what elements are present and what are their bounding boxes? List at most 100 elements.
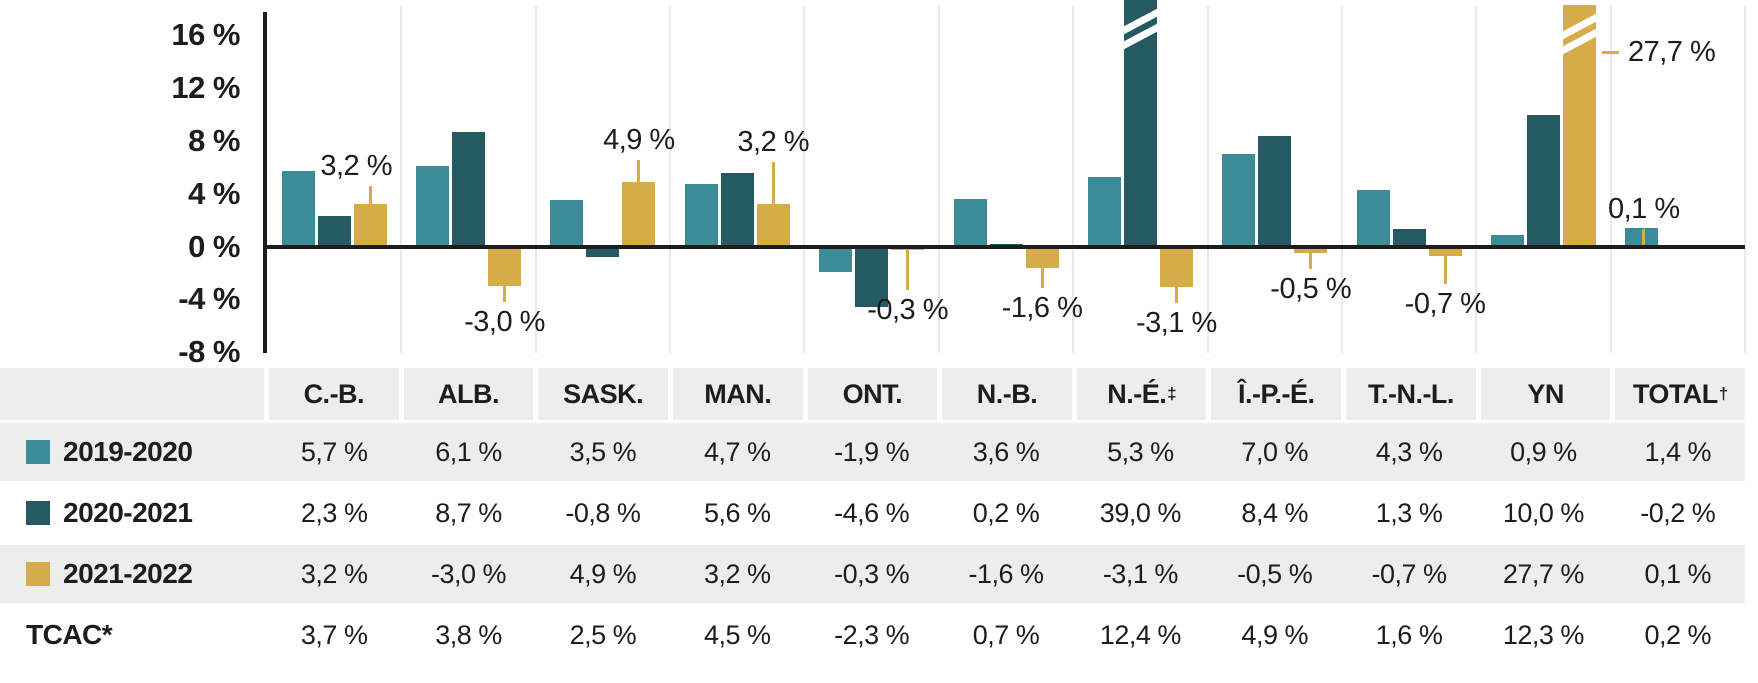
table-value-cell: 7,0 %	[1241, 436, 1308, 467]
y-axis-tick-label: 4 %	[188, 175, 240, 211]
table-value-cell: 1,6 %	[1375, 619, 1443, 650]
column-header-label: ALB.	[437, 378, 500, 409]
table-value-cell: 3,7 %	[300, 619, 368, 650]
callout-value-label: -1,6 %	[1001, 291, 1083, 324]
chart-gridline	[1475, 6, 1478, 353]
table-value-cell: 1,4 %	[1644, 436, 1712, 467]
bar-2019-2020-ALB.	[416, 165, 450, 247]
table-value-cell: -3,0 %	[431, 558, 507, 589]
bar-2021-2022-YN	[1562, 5, 1596, 247]
callout-value-label: 0,1 %	[1607, 193, 1680, 226]
bar-2020-2021-SASK.	[586, 246, 620, 258]
row-label: 2019-2020	[63, 436, 193, 467]
table-header-N.-É.: N.-É. ‡	[1076, 368, 1207, 420]
table-header-TOTAL: TOTAL †	[1615, 368, 1746, 420]
column-header-label: TOTAL	[1632, 378, 1719, 409]
table-value-cell: 5,6 %	[703, 497, 771, 528]
column-header-label: C.-B.	[303, 378, 365, 409]
y-axis-tick-label: -8 %	[178, 334, 240, 370]
bar-2020-2021-C.-B.	[317, 216, 351, 247]
table-value-cell: 4,7 %	[703, 436, 771, 467]
table-value-cell: 3,5 %	[569, 436, 637, 467]
table-value-cell: 8,4 %	[1241, 497, 1308, 528]
chart-gridline	[1609, 6, 1612, 353]
row-label-cell: 2020-2021	[0, 497, 267, 529]
table-value-cell: 2,5 %	[569, 619, 637, 650]
table-header-N.-B.: N.-B.	[942, 368, 1072, 420]
callout-leader-line	[906, 250, 910, 291]
bar-2020-2021-MAN.	[720, 172, 754, 247]
table-value-cell: -0,2 %	[1640, 497, 1716, 528]
column-header-label: ONT.	[842, 378, 903, 409]
bar-2019-2020-N.-B.	[953, 198, 987, 247]
bar-2020-2021-Î.-P.-É.	[1258, 135, 1292, 247]
legend-swatch	[26, 501, 50, 525]
bar-2019-2020-SASK.	[550, 200, 584, 247]
table-value-cell: 4,3 %	[1375, 436, 1443, 467]
callout-value-label: 3,2 %	[320, 150, 392, 183]
table-value-cell: 5,7 %	[300, 436, 368, 467]
callout-value-label: 4,9 %	[603, 123, 675, 156]
chart-gridline	[803, 6, 806, 353]
table-header-YN: YN	[1480, 368, 1611, 420]
y-axis-tick-label: 12 %	[171, 70, 240, 106]
callout-value-label: 3,2 %	[737, 126, 810, 159]
data-table: C.-B. ALB. SASK. MAN. ONT. N.-B. N.-É. ‡ Î.-P.-É…	[0, 368, 1758, 667]
bar-2019-2020-ONT.	[819, 246, 853, 272]
table-value-cell: -3,1 %	[1102, 558, 1179, 589]
table-value-cell: 3,8 %	[435, 619, 502, 650]
table-value-cell: 0,9 %	[1510, 436, 1577, 467]
table-value-cell: -1,6 %	[968, 558, 1044, 589]
callout-leader-line	[1040, 267, 1044, 288]
table-value-cell: -0,3 %	[834, 558, 910, 589]
callout-leader-line	[1443, 255, 1447, 284]
row-label-cell: TCAC*	[0, 619, 267, 651]
chart-gridline	[400, 6, 403, 353]
table-header-ONT.: ONT.	[807, 368, 938, 420]
table-value-cell: -2,3 %	[834, 619, 910, 650]
table-value-cell: 0,2 %	[1644, 619, 1712, 650]
bar-2020-2021-T.-N.-L.	[1392, 229, 1426, 247]
table-value-cell: 3,2 %	[300, 558, 368, 589]
row-label: TCAC*	[26, 619, 113, 650]
bar-2019-2020-TOTAL	[1625, 228, 1659, 247]
table-value-cell: 0,2 %	[972, 497, 1040, 528]
chart-gridline	[1340, 6, 1343, 353]
table-value-cell: 3,2 %	[703, 558, 771, 589]
column-header-label: Î.-P.-É.	[1238, 378, 1315, 409]
callout-leader-line	[1642, 229, 1646, 246]
column-header-label: N.-B.	[976, 378, 1038, 409]
bar-2021-2022-ALB.	[488, 246, 522, 287]
table-row-2021-2022: 2021-2022 3,2 % -3,0 % 4,9 % 3,2 % -0,3 % -1,6…	[0, 545, 1745, 603]
chart-gridline	[669, 6, 672, 353]
table-value-cell: 3,6 %	[972, 436, 1040, 467]
row-label: 2020-2021	[63, 497, 193, 528]
callout-value-label: -3,1 %	[1135, 307, 1217, 340]
table-row-2019-2020: 2019-2020 5,7 % 6,1 % 3,5 % 4,7 % -1,9 % 3,6 %…	[0, 423, 1745, 481]
callout-leader-line	[368, 186, 372, 205]
row-label-cell: 2021-2022	[0, 558, 267, 590]
table-value-cell: 2,3 %	[300, 497, 368, 528]
chart-gridline	[1072, 6, 1075, 353]
table-value-cell: 4,5 %	[703, 619, 771, 650]
chart-gridline	[1206, 6, 1209, 353]
table-value-cell: 12,3 %	[1502, 619, 1585, 650]
column-header-label: N.-É.	[1107, 378, 1167, 409]
legend-swatch	[26, 562, 50, 586]
bar-2021-2022-N.-É.	[1159, 246, 1193, 288]
bar-2021-2022-Î.-P.-É.	[1294, 246, 1328, 254]
callout-value-label: -0,3 %	[867, 294, 949, 327]
callout-value-label: -0,7 %	[1404, 287, 1486, 320]
y-axis-tick-label: 0 %	[188, 228, 240, 264]
callout-leader-line	[1309, 253, 1313, 270]
bar-2021-2022-SASK.	[622, 181, 656, 247]
table-header-MAN.: MAN.	[672, 368, 803, 420]
bar-2019-2020-YN	[1490, 234, 1524, 247]
table-value-cell: 4,9 %	[1241, 619, 1308, 650]
callout-leader-line	[771, 162, 775, 205]
callout-leader-line	[1601, 50, 1619, 54]
chart-gridline	[534, 6, 537, 353]
bar-2019-2020-N.-É.	[1087, 176, 1121, 247]
table-value-cell: 10,0 %	[1502, 497, 1585, 528]
